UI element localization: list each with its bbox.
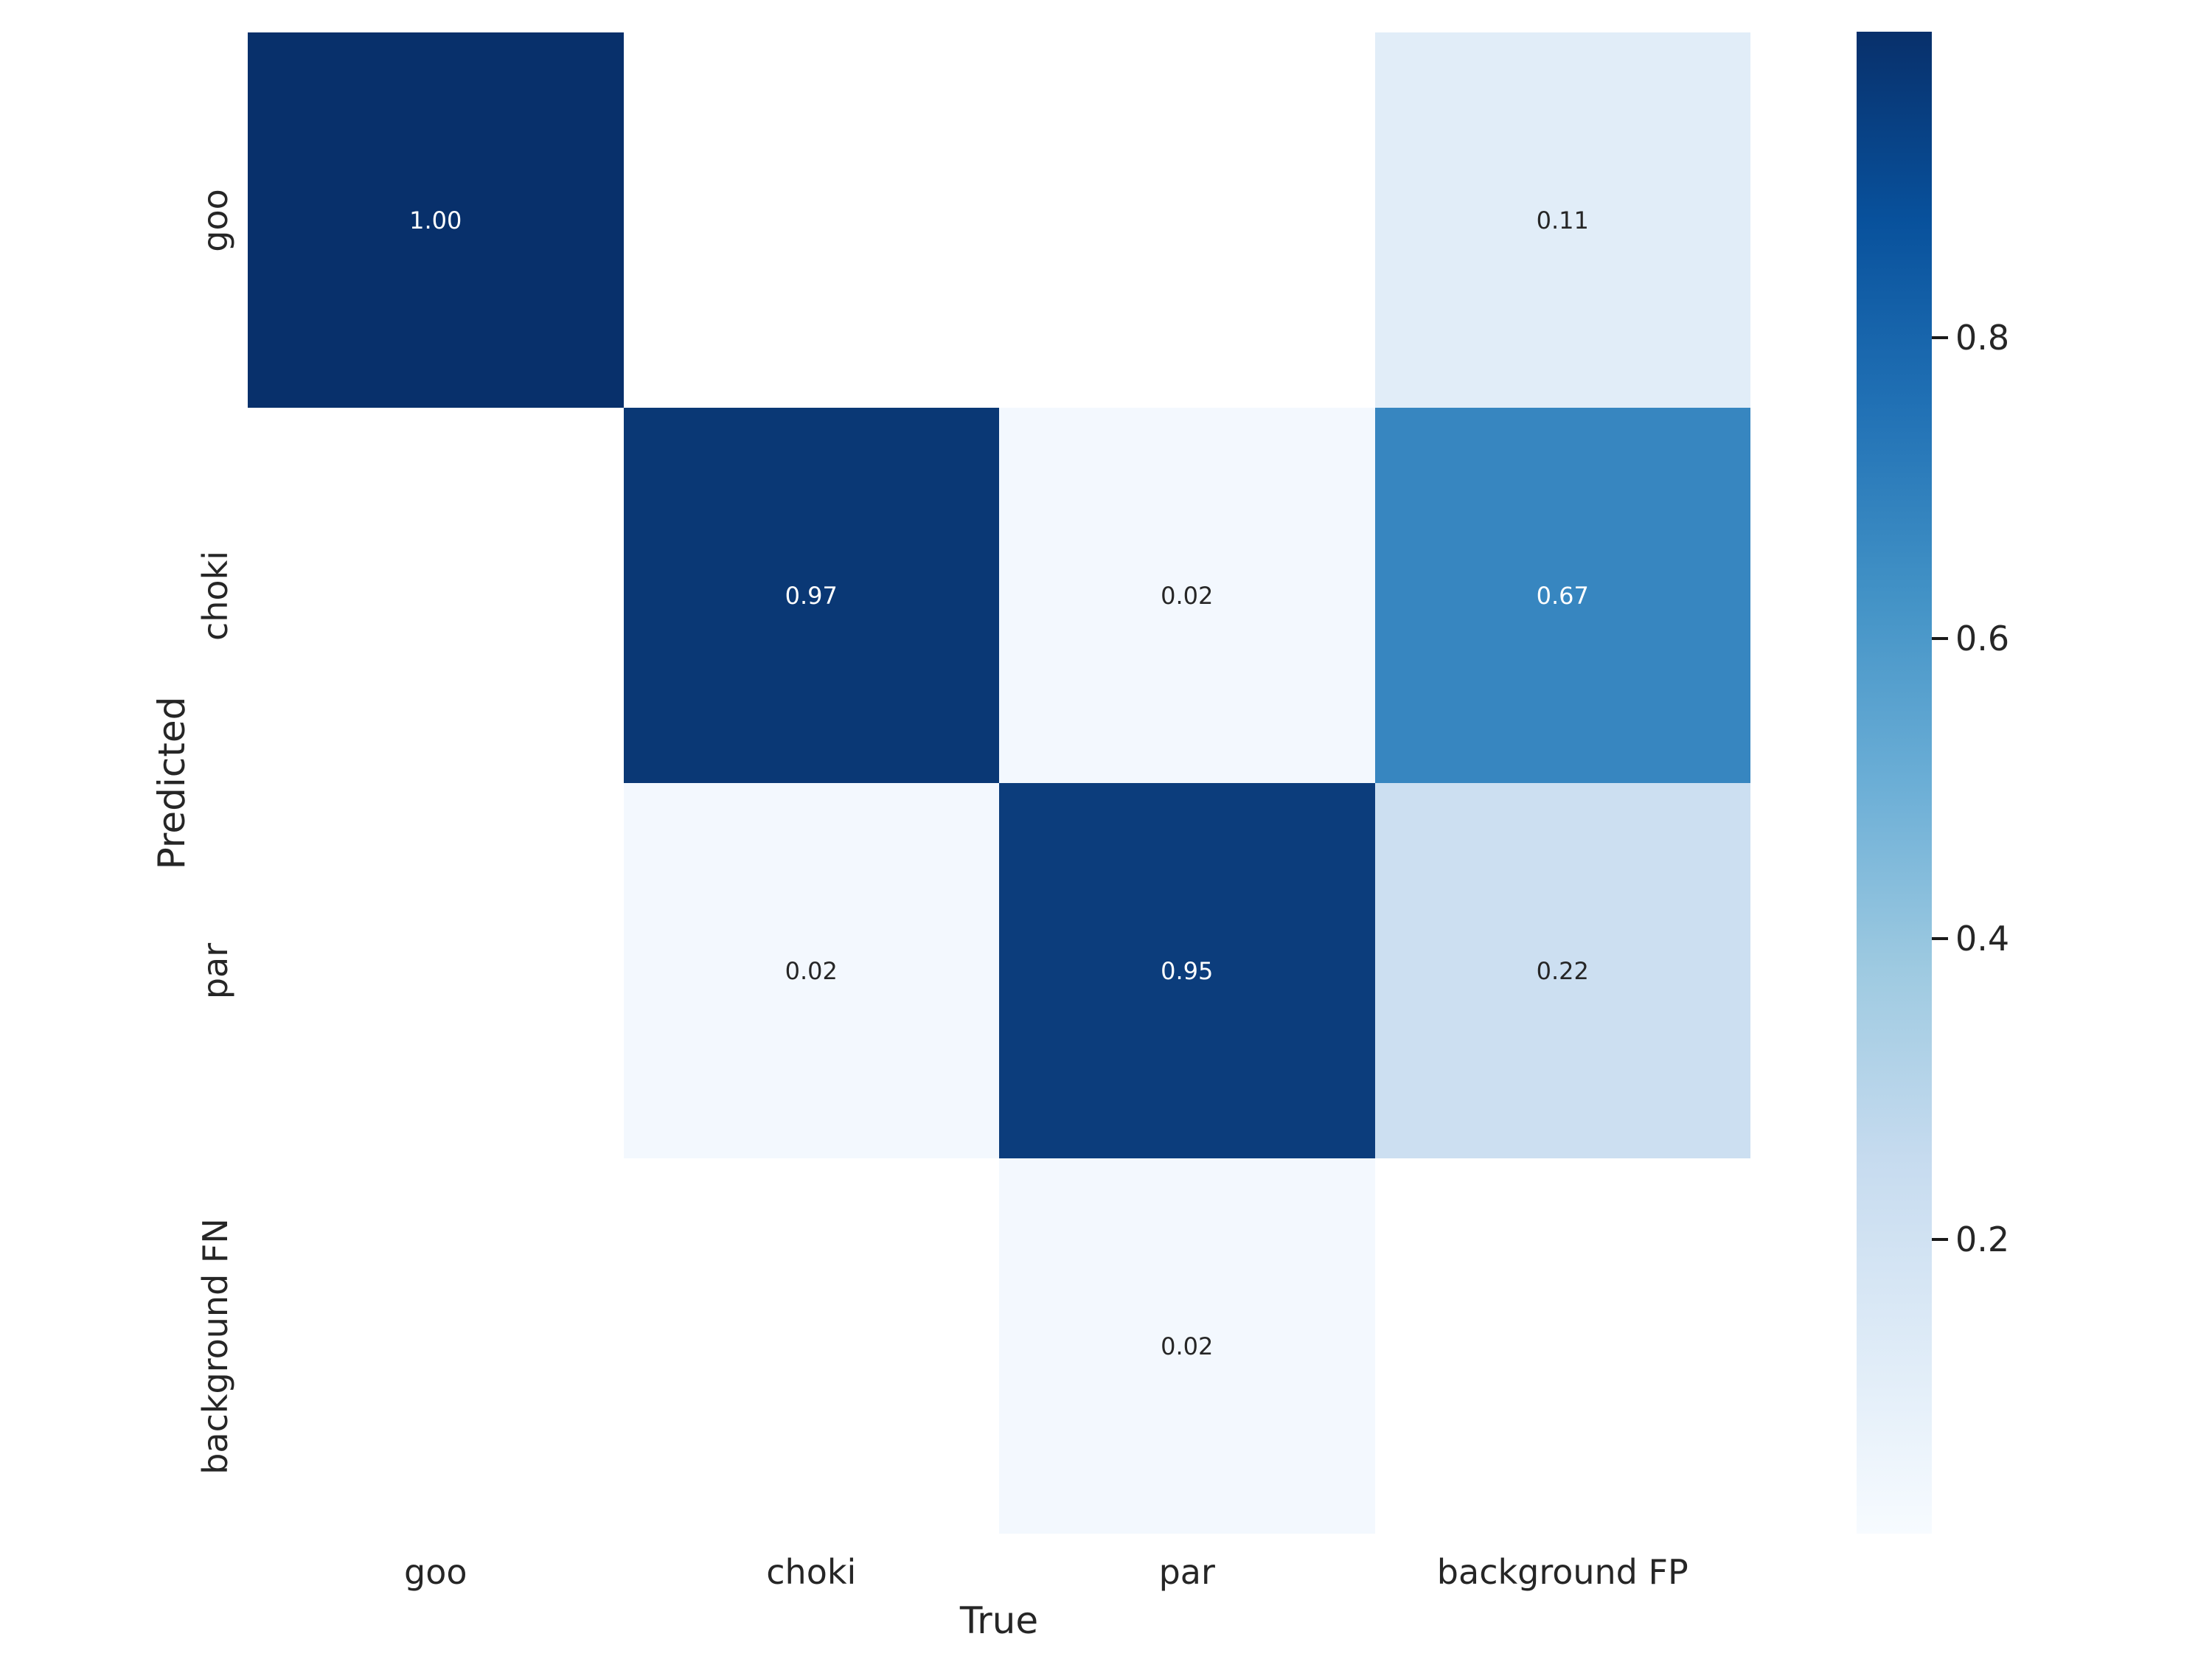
cell-value-label: 0.95 [1161, 956, 1214, 985]
x-axis-title: True [959, 1599, 1039, 1642]
heatmap-cell: 0.02 [999, 1158, 1375, 1534]
heatmap-cell [999, 32, 1375, 408]
colorbar-tick-label: 0.8 [1955, 318, 2010, 358]
cell-value-label: 0.02 [1161, 1332, 1214, 1360]
heatmap-cell [623, 32, 999, 408]
colorbar-tick-mark [1932, 636, 1948, 640]
y-tick-label: goo [195, 188, 235, 252]
colorbar-tick-label: 0.6 [1955, 618, 2010, 658]
heatmap-cell [248, 1158, 624, 1534]
heatmap-cell: 1.00 [248, 32, 624, 408]
x-tick-label: choki [766, 1552, 857, 1592]
y-tick-label: background FN [195, 1217, 235, 1475]
cell-value-label: 0.22 [1536, 956, 1589, 985]
heatmap-cell: 0.67 [1374, 408, 1750, 783]
heatmap-cell [248, 783, 624, 1158]
heatmap-plot: 1.00 0.11 0.97 0.02 0.67 0.02 0.95 0.22 0.02 [248, 32, 1750, 1534]
heatmap-cell: 0.02 [623, 783, 999, 1158]
heatmap-cell: 0.95 [999, 783, 1375, 1158]
heatmap-cell [1374, 1158, 1750, 1534]
y-tick-label: par [195, 942, 235, 999]
colorbar-tick-mark [1932, 336, 1948, 340]
colorbar-tick-label: 0.4 [1955, 919, 2010, 959]
heatmap-cell: 0.97 [623, 408, 999, 783]
heatmap-cell: 0.22 [1374, 783, 1750, 1158]
colorbar-tick-label: 0.2 [1955, 1219, 2010, 1259]
x-tick-label: goo [404, 1552, 467, 1592]
colorbar-tick-mark [1932, 937, 1948, 941]
cell-value-label: 0.02 [1161, 581, 1214, 610]
cell-value-label: 0.67 [1536, 581, 1589, 610]
cell-value-label: 0.11 [1536, 206, 1589, 234]
heatmap-cell: 0.02 [999, 408, 1375, 783]
x-tick-label: background FP [1436, 1552, 1688, 1592]
cell-value-label: 0.97 [785, 581, 838, 610]
heatmap-cell [623, 1158, 999, 1534]
heatmap-cell: 0.11 [1374, 32, 1750, 408]
heatmap-cell [248, 408, 624, 783]
cell-value-label: 0.02 [785, 956, 838, 985]
y-tick-label: choki [195, 550, 235, 641]
y-axis-title: Predicted [150, 696, 193, 870]
x-tick-label: par [1158, 1552, 1215, 1592]
colorbar-tick-mark [1932, 1237, 1948, 1241]
cell-value-label: 1.00 [409, 206, 462, 234]
colorbar-gradient [1857, 32, 1932, 1534]
